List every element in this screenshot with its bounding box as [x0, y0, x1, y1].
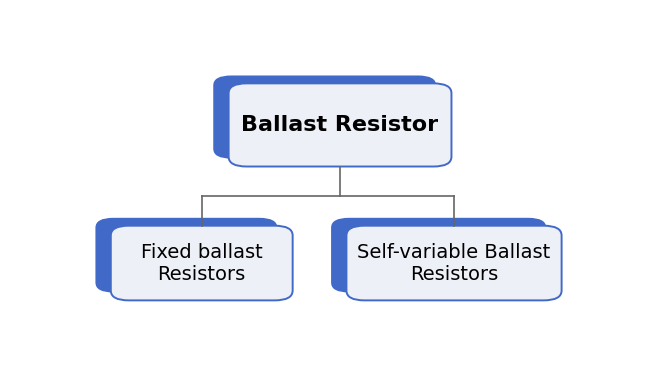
FancyBboxPatch shape — [346, 226, 562, 300]
FancyBboxPatch shape — [214, 75, 436, 158]
Text: Fixed ballast
Resistors: Fixed ballast Resistors — [141, 243, 262, 284]
Text: Ballast Resistor: Ballast Resistor — [241, 115, 439, 135]
FancyBboxPatch shape — [111, 226, 293, 300]
Text: Self-variable Ballast
Resistors: Self-variable Ballast Resistors — [358, 243, 551, 284]
FancyBboxPatch shape — [331, 218, 546, 292]
FancyBboxPatch shape — [229, 83, 451, 167]
FancyBboxPatch shape — [95, 218, 278, 292]
